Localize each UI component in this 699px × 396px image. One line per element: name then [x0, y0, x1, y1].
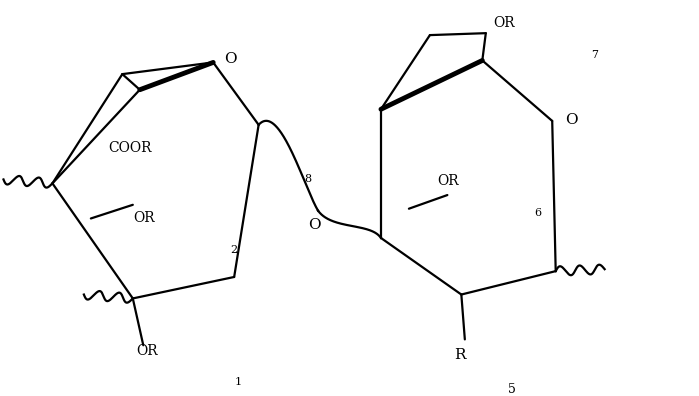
Text: O: O	[224, 51, 237, 65]
Text: 8: 8	[304, 175, 311, 185]
Text: COOR: COOR	[108, 141, 152, 155]
Text: 2: 2	[231, 245, 238, 255]
Text: OR: OR	[136, 344, 158, 358]
Text: O: O	[308, 219, 321, 232]
Text: OR: OR	[437, 174, 459, 188]
Text: R: R	[454, 348, 466, 362]
Text: 7: 7	[591, 50, 598, 60]
Text: 6: 6	[535, 208, 542, 218]
Text: OR: OR	[493, 16, 514, 30]
Text: OR: OR	[133, 211, 154, 225]
Text: 5: 5	[508, 383, 516, 396]
Text: 1: 1	[234, 377, 241, 387]
Text: O: O	[565, 113, 578, 127]
